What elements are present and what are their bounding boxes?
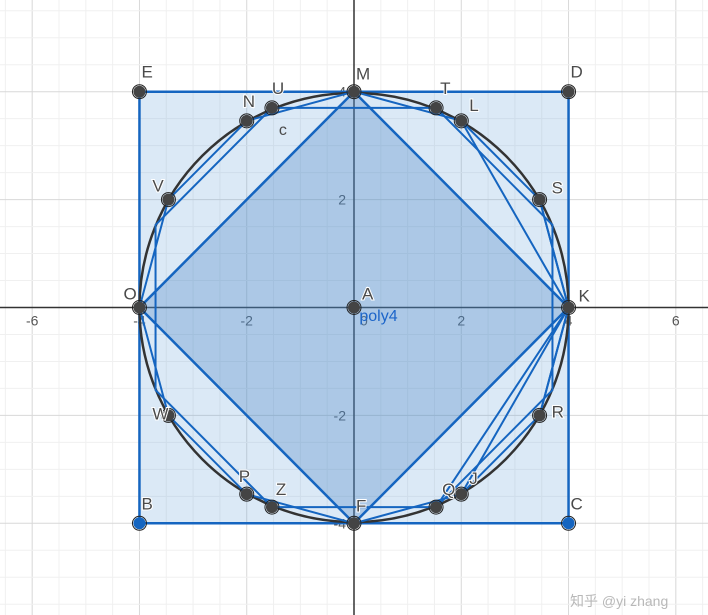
label-c: c [279,122,287,139]
point-label-L: L [469,96,478,115]
point-label-V: V [152,177,164,196]
point-label-A: A [362,285,374,304]
svg-text:6: 6 [672,313,680,329]
point-label-F: F [356,496,366,515]
point-label-Z: Z [276,480,286,499]
point-label-C: C [571,494,583,513]
point-label-D: D [571,63,583,82]
point-label-N: N [243,92,255,111]
point-label-E: E [141,63,152,82]
point-label-T: T [440,79,450,98]
point-B[interactable]: B [132,494,152,530]
point-label-O: O [123,285,136,304]
point-label-U: U [272,79,284,98]
point-label-Q: Q [442,480,455,499]
point-label-P: P [239,467,250,486]
label-poly4: poly4 [359,308,397,325]
point-label-W: W [152,404,168,423]
point-label-M: M [356,65,370,84]
watermark: 知乎 @yi zhang [570,593,668,609]
point-label-K: K [579,287,591,306]
point-label-R: R [552,402,564,421]
point-label-J: J [469,469,478,488]
point-D[interactable]: D [562,63,583,99]
svg-text:-6: -6 [26,313,39,329]
geometry-canvas[interactable]: -6-4-20246-4-224 AMKFOEDBCLNVWPJSRUTZQ c… [0,0,708,615]
point-label-B: B [141,494,152,513]
point-label-S: S [552,179,563,198]
